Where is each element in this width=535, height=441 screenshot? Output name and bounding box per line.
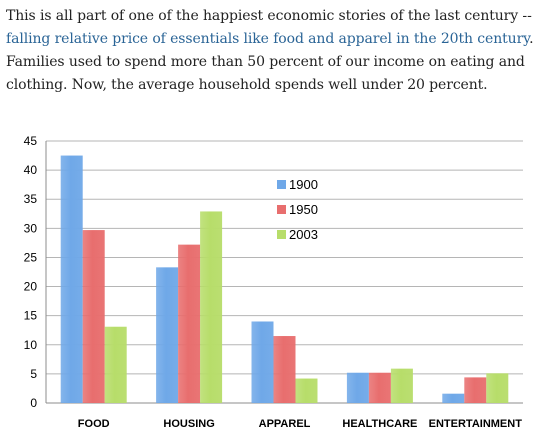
article-line-3: Families used to spend more than 50 perc…	[6, 54, 525, 70]
article-line-1: This is all part of one of the happiest …	[6, 5, 532, 28]
bar-apparel-1950	[273, 336, 296, 403]
y-tick-label-35: 35	[24, 192, 38, 206]
legend-swatch-1950	[277, 205, 286, 214]
legend-label-2003: 2003	[289, 227, 318, 242]
y-tick-label-40: 40	[24, 163, 38, 177]
y-tick-label-45: 45	[24, 134, 38, 148]
article-link[interactable]: falling relative price of essentials lik…	[6, 31, 530, 47]
chart-labels: 0 5 10 15 20 25 30 35 40 45 FOOD HOUSING APPAREL HEAL…	[24, 134, 523, 430]
x-category-label-housing: HOUSING	[163, 418, 214, 430]
chart-gridlines	[46, 140, 523, 404]
legend-label-1950: 1950	[289, 202, 318, 217]
y-tick-label-25: 25	[24, 250, 38, 264]
article-line-2-suffix: .	[529, 31, 534, 47]
article-line-4: clothing. Now, the average household spe…	[6, 77, 488, 93]
article-line-2: falling relative price of essentials lik…	[6, 28, 534, 51]
article-text: This is all part of one of the happiest …	[6, 5, 534, 97]
bar-housing-2003	[200, 211, 223, 403]
bar-healthcare-1950	[368, 372, 391, 403]
bar-apparel-2003	[295, 378, 318, 403]
bar-entertainment-1950	[464, 377, 487, 403]
bar-entertainment-2003	[486, 373, 509, 403]
bar-healthcare-2003	[390, 368, 413, 403]
y-tick-label-30: 30	[24, 221, 38, 235]
bar-food-1900	[60, 155, 83, 403]
y-tick-label-20: 20	[24, 280, 38, 294]
x-category-label-healthcare: HEALTHCARE	[342, 418, 417, 430]
bar-housing-1950	[178, 244, 201, 403]
y-tick-label-15: 15	[24, 309, 38, 323]
legend-swatch-2003	[277, 230, 286, 239]
y-tick-label-10: 10	[24, 338, 38, 352]
chart-legend: 1900 1950 2003	[277, 177, 318, 242]
x-category-label-entertainment: ENTERTAINMENT	[429, 418, 523, 430]
chart-bars	[60, 155, 509, 403]
bar-food-1950	[82, 230, 105, 403]
article-line-1-prefix: This is all part of one of the happiest …	[6, 8, 535, 24]
x-category-label-food: FOOD	[78, 418, 110, 430]
bar-food-2003	[104, 326, 127, 403]
bar-apparel-1900	[251, 321, 274, 403]
bar-healthcare-1900	[346, 372, 369, 403]
x-category-label-apparel: APPAREL	[259, 418, 311, 430]
bar-housing-1900	[156, 267, 179, 403]
y-tick-label-0: 0	[30, 396, 37, 410]
legend-swatch-1900	[277, 180, 286, 189]
bar-entertainment-1900	[442, 393, 465, 403]
y-tick-label-5: 5	[30, 367, 37, 381]
legend-label-1900: 1900	[289, 177, 318, 192]
